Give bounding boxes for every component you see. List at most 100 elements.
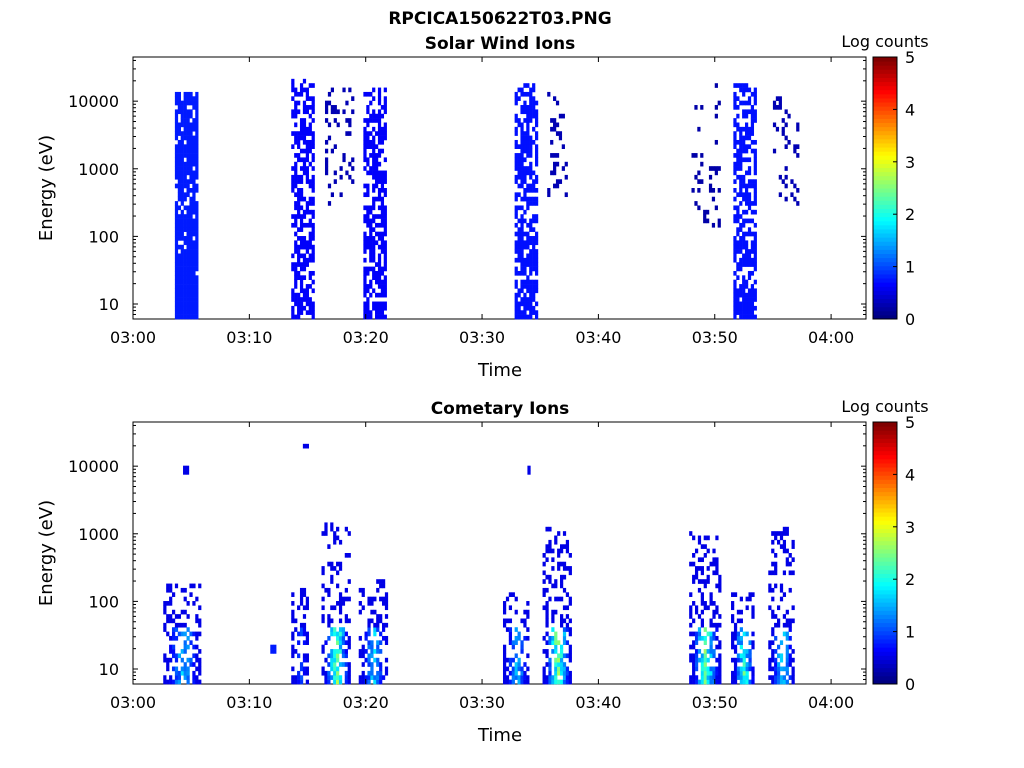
heatmap-cell bbox=[694, 649, 699, 654]
heatmap-cell bbox=[715, 557, 719, 563]
heatmap-cell bbox=[529, 161, 533, 167]
heatmap-cell bbox=[180, 231, 184, 237]
heatmap-cell bbox=[333, 539, 337, 545]
heatmap-cell bbox=[324, 139, 329, 145]
colorbar-segment bbox=[873, 89, 897, 95]
heatmap-cell bbox=[195, 297, 199, 302]
colorbar-segment bbox=[873, 65, 897, 70]
heatmap-cell bbox=[376, 644, 380, 650]
heatmap-cell bbox=[514, 670, 518, 676]
heatmap-cell bbox=[370, 618, 374, 624]
heatmap-cell bbox=[195, 222, 199, 228]
heatmap-cell bbox=[712, 601, 716, 606]
heatmap-cell bbox=[308, 218, 312, 224]
heatmap-cell bbox=[294, 218, 298, 224]
heatmap-cell bbox=[364, 657, 368, 663]
heatmap-cell bbox=[327, 618, 331, 624]
heatmap-cell bbox=[715, 644, 719, 650]
heatmap-cell bbox=[742, 253, 746, 259]
heatmap-cell bbox=[338, 605, 343, 611]
heatmap-cell bbox=[750, 183, 755, 189]
heatmap-cell bbox=[333, 531, 337, 536]
heatmap-cell bbox=[311, 305, 315, 311]
heatmap-cell bbox=[183, 161, 187, 167]
heatmap-cell bbox=[529, 218, 533, 224]
colorbar-segment bbox=[873, 544, 897, 550]
heatmap-cell bbox=[697, 657, 702, 663]
heatmap-cell bbox=[183, 148, 187, 154]
heatmap-cell bbox=[768, 657, 772, 663]
heatmap-cell bbox=[377, 96, 382, 101]
heatmap-cell bbox=[311, 196, 315, 202]
heatmap-cell bbox=[333, 605, 337, 611]
heatmap-cell bbox=[736, 635, 741, 641]
heatmap-cell bbox=[785, 548, 789, 554]
heatmap-cell bbox=[523, 166, 527, 171]
heatmap-cell bbox=[180, 257, 184, 263]
heatmap-cell bbox=[311, 179, 315, 184]
heatmap-cell bbox=[384, 666, 389, 672]
heatmap-cell bbox=[348, 87, 352, 93]
heatmap-cell bbox=[189, 91, 193, 97]
heatmap-cell bbox=[338, 592, 343, 597]
heatmap-cell bbox=[192, 192, 196, 198]
heatmap-cell bbox=[718, 657, 722, 663]
heatmap-cell bbox=[297, 262, 301, 267]
heatmap-cell bbox=[379, 618, 383, 624]
heatmap-cell bbox=[379, 596, 383, 602]
heatmap-cell bbox=[375, 314, 379, 320]
heatmap-cell bbox=[183, 470, 187, 475]
heatmap-cell bbox=[733, 592, 738, 597]
heatmap-cell bbox=[545, 662, 549, 667]
heatmap-cell bbox=[363, 305, 367, 311]
heatmap-cell bbox=[330, 105, 334, 110]
heatmap-cell bbox=[523, 310, 527, 315]
heatmap-cell bbox=[299, 301, 304, 307]
heatmap-cell bbox=[366, 209, 370, 215]
colorbar-segment bbox=[873, 73, 897, 78]
heatmap-cell bbox=[308, 83, 312, 88]
heatmap-cell bbox=[788, 635, 792, 641]
heatmap-cell bbox=[297, 153, 301, 158]
heatmap-cell bbox=[321, 570, 325, 576]
colorbar-segment bbox=[873, 298, 897, 304]
heatmap-cell bbox=[733, 91, 737, 97]
heatmap-cell bbox=[367, 662, 371, 667]
heatmap-cell bbox=[502, 666, 507, 672]
heatmap-cell bbox=[384, 605, 389, 611]
heatmap-cell bbox=[180, 100, 184, 106]
heatmap-cell bbox=[377, 266, 382, 272]
heatmap-cell bbox=[694, 675, 699, 680]
heatmap-cell bbox=[302, 240, 307, 246]
heatmap-cell bbox=[715, 666, 719, 672]
heatmap-cell bbox=[305, 631, 309, 637]
heatmap-cell bbox=[545, 653, 549, 659]
heatmap-cell bbox=[299, 83, 304, 88]
heatmap-cell bbox=[697, 535, 702, 541]
heatmap-cell bbox=[291, 649, 295, 654]
heatmap-cell bbox=[700, 653, 704, 659]
heatmap-cell bbox=[380, 288, 385, 294]
heatmap-cell bbox=[311, 131, 315, 136]
colorbar-segment bbox=[873, 228, 897, 234]
colorbar-segment bbox=[873, 507, 897, 513]
heatmap-cell bbox=[174, 266, 179, 272]
heatmap-cell bbox=[347, 670, 351, 676]
heatmap-cell bbox=[369, 153, 373, 158]
heatmap-cell bbox=[363, 292, 367, 298]
heatmap-cell bbox=[529, 153, 533, 158]
heatmap-cell bbox=[171, 653, 176, 659]
heatmap-cell bbox=[183, 253, 187, 259]
heatmap-cell bbox=[174, 292, 179, 298]
heatmap-cell bbox=[380, 131, 385, 136]
heatmap-cell bbox=[736, 305, 740, 311]
heatmap-cell bbox=[311, 244, 315, 250]
y-tick-label: 100 bbox=[88, 227, 119, 246]
heatmap-cell bbox=[529, 144, 533, 149]
heatmap-cell bbox=[784, 109, 788, 115]
heatmap-cell bbox=[174, 653, 179, 659]
heatmap-cell bbox=[379, 631, 383, 637]
heatmap-cell bbox=[163, 627, 167, 632]
heatmap-cell bbox=[383, 253, 387, 259]
heatmap-cell bbox=[174, 666, 179, 672]
